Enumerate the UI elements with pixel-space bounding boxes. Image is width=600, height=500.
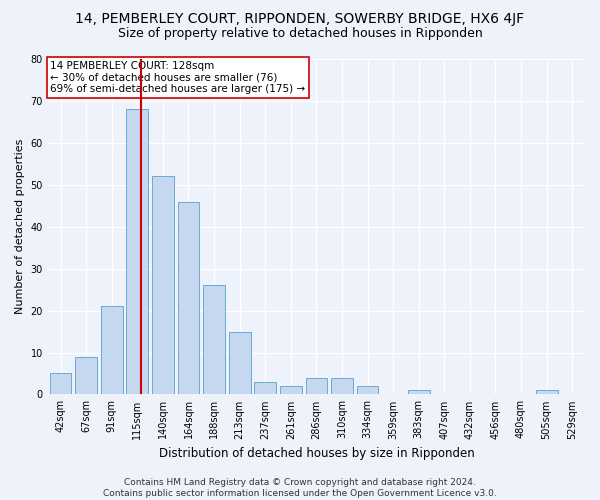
Bar xyxy=(75,356,97,395)
Y-axis label: Number of detached properties: Number of detached properties xyxy=(15,139,25,314)
Bar xyxy=(101,306,122,394)
Bar xyxy=(305,378,327,394)
Text: 14, PEMBERLEY COURT, RIPPONDEN, SOWERBY BRIDGE, HX6 4JF: 14, PEMBERLEY COURT, RIPPONDEN, SOWERBY … xyxy=(76,12,524,26)
Bar xyxy=(408,390,430,394)
Text: Size of property relative to detached houses in Ripponden: Size of property relative to detached ho… xyxy=(118,28,482,40)
Bar xyxy=(536,390,557,394)
Bar xyxy=(229,332,251,394)
Text: 14 PEMBERLEY COURT: 128sqm
← 30% of detached houses are smaller (76)
69% of semi: 14 PEMBERLEY COURT: 128sqm ← 30% of deta… xyxy=(50,60,305,94)
Bar xyxy=(331,378,353,394)
Text: Contains HM Land Registry data © Crown copyright and database right 2024.
Contai: Contains HM Land Registry data © Crown c… xyxy=(103,478,497,498)
Bar xyxy=(203,286,225,395)
Bar xyxy=(127,110,148,395)
Bar xyxy=(50,374,71,394)
X-axis label: Distribution of detached houses by size in Ripponden: Distribution of detached houses by size … xyxy=(158,447,474,460)
Bar xyxy=(178,202,199,394)
Bar xyxy=(356,386,379,394)
Bar xyxy=(280,386,302,394)
Bar xyxy=(152,176,174,394)
Bar xyxy=(254,382,276,394)
